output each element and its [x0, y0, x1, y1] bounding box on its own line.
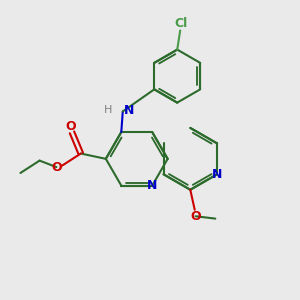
- Text: O: O: [51, 160, 62, 174]
- Text: O: O: [65, 120, 76, 133]
- Text: O: O: [190, 210, 201, 223]
- Text: Cl: Cl: [174, 17, 188, 31]
- Text: N: N: [212, 168, 222, 181]
- Text: N: N: [147, 179, 158, 192]
- Text: N: N: [124, 104, 135, 117]
- Text: H: H: [104, 105, 112, 115]
